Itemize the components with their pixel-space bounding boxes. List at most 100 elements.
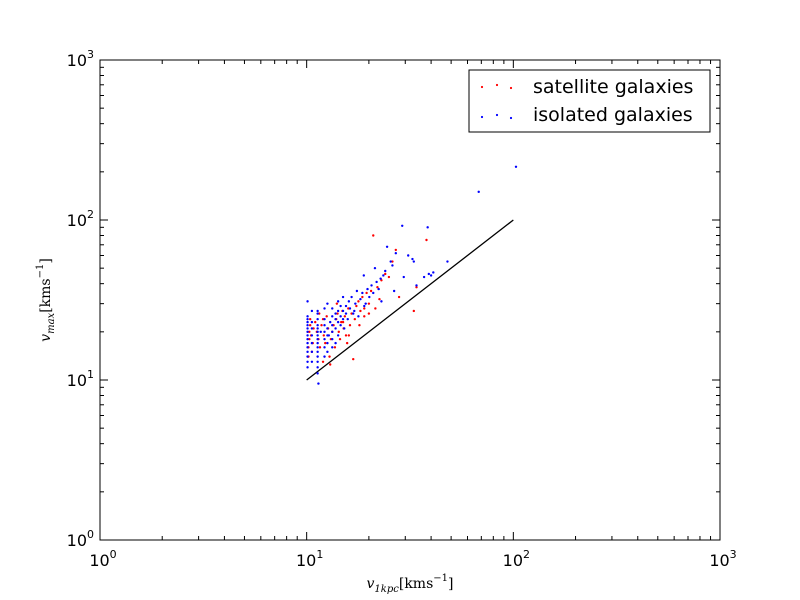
isolated-point xyxy=(306,327,309,330)
satellite-point xyxy=(345,341,349,345)
isolated-point xyxy=(350,295,353,299)
isolated-point xyxy=(361,291,364,295)
isolated-point xyxy=(316,327,319,330)
isolated-point xyxy=(336,300,340,303)
legend-entry-isolated: isolated galaxies xyxy=(480,104,693,126)
isolated-point xyxy=(373,266,377,270)
satellite-point xyxy=(355,304,358,308)
isolated-point xyxy=(412,260,416,263)
plot-area: 100 101 102 103 100 101 102 103 xyxy=(67,48,737,570)
satellite-point xyxy=(361,295,364,299)
satellite-point xyxy=(318,346,322,349)
isolated-point xyxy=(362,274,366,277)
x-axis-label: v1kpc[kms−1] xyxy=(367,573,454,595)
satellite-point xyxy=(341,320,345,324)
isolated-point xyxy=(310,341,314,345)
legend-marker-satellite-3 xyxy=(509,86,513,90)
isolated-point xyxy=(355,289,359,293)
satellite-point xyxy=(415,286,418,289)
satellite-point xyxy=(412,309,416,313)
isolated-point xyxy=(326,302,329,305)
satellite-point xyxy=(314,320,317,324)
isolated-point xyxy=(316,355,319,358)
legend-marker-satellite-1 xyxy=(480,85,484,89)
satellite-point xyxy=(336,312,339,315)
isolated-point xyxy=(344,304,348,308)
isolated-point xyxy=(317,382,320,385)
isolated-point xyxy=(306,346,309,349)
isolated-point xyxy=(368,295,371,299)
isolated-point xyxy=(334,327,337,330)
satellite-point xyxy=(329,363,332,366)
legend-marker-isolated-2 xyxy=(495,113,499,117)
satellite-point xyxy=(376,286,379,289)
isolated-point xyxy=(336,320,340,324)
isolated-point xyxy=(316,341,319,345)
isolated-point xyxy=(382,274,385,277)
isolated-point xyxy=(316,317,319,321)
isolated-point xyxy=(316,360,319,363)
isolated-point xyxy=(331,307,334,310)
isolated-point xyxy=(316,346,319,349)
satellite-point xyxy=(374,307,377,310)
isolated-point xyxy=(391,264,394,267)
satellite-point xyxy=(348,324,352,327)
isolated-point xyxy=(392,289,396,293)
isolated-point xyxy=(380,300,383,303)
isolated-point xyxy=(427,272,431,276)
satellite-point xyxy=(363,307,366,310)
isolated-point xyxy=(331,330,334,334)
isolated-point xyxy=(316,372,319,375)
isolated-point xyxy=(336,334,340,337)
isolated-point xyxy=(316,312,319,315)
satellite-point xyxy=(328,355,331,358)
y-axis-label: vmax[kms−1] xyxy=(35,258,57,342)
x-tick-label: 103 xyxy=(709,548,736,570)
isolated-point xyxy=(323,324,326,327)
satellite-point xyxy=(308,330,311,334)
isolated-point xyxy=(389,260,392,263)
isolated-point xyxy=(364,302,367,305)
isolated-point xyxy=(310,334,314,337)
isolated-point xyxy=(306,320,309,324)
satellite-point xyxy=(384,272,387,276)
satellite-point xyxy=(391,260,394,263)
satellite-point xyxy=(365,291,368,295)
isolated-point xyxy=(339,324,342,327)
x-tick-label: 101 xyxy=(296,548,323,570)
isolated-point xyxy=(352,312,355,315)
isolated-point xyxy=(363,304,366,308)
isolated-point xyxy=(341,295,345,299)
y-tick-label: 100 xyxy=(67,528,94,550)
satellite-point xyxy=(308,324,312,327)
isolated-point xyxy=(316,330,319,334)
satellite-point xyxy=(320,324,323,327)
satellite-point xyxy=(358,324,361,327)
satellite-point xyxy=(387,275,391,279)
isolated-point xyxy=(401,224,404,227)
isolated-point xyxy=(323,355,326,358)
isolated-point xyxy=(323,330,326,334)
satellite-point xyxy=(347,334,351,337)
satellite-point xyxy=(321,360,325,363)
satellite-point xyxy=(312,327,315,330)
isolated-point xyxy=(411,257,414,261)
isolated-point xyxy=(323,307,326,310)
satellite-point xyxy=(352,357,355,361)
isolated-point xyxy=(379,277,382,280)
isolated-point xyxy=(316,309,319,313)
isolated-point xyxy=(306,300,309,303)
y-tick-label: 102 xyxy=(67,208,94,230)
isolated-point xyxy=(316,324,319,327)
legend-box xyxy=(468,69,711,133)
satellite-point xyxy=(353,317,357,321)
isolated-point xyxy=(306,337,309,341)
isolated-point xyxy=(394,252,398,255)
satellite-point xyxy=(343,315,347,318)
satellite-point xyxy=(367,302,371,305)
satellite-point xyxy=(367,312,371,315)
isolated-point xyxy=(370,284,373,287)
legend: satellite galaxies isolated galaxies xyxy=(468,69,711,133)
isolated-point xyxy=(432,271,435,274)
satellite-point xyxy=(359,309,362,313)
